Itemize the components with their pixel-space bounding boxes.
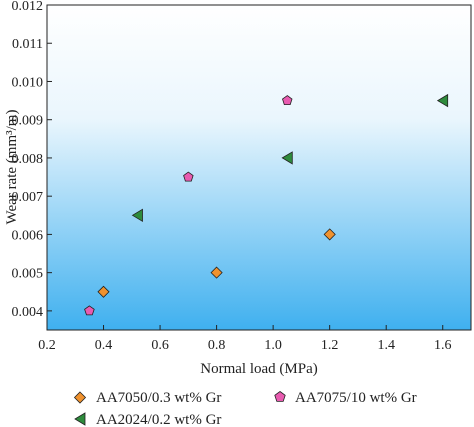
point-triangle-left <box>436 93 449 108</box>
legend-marker-diamond <box>73 391 87 404</box>
y-axis-title: Wear rate (mm³/m) <box>4 110 20 225</box>
legend-marker-pentagon <box>274 391 286 402</box>
y-tick-label: 0.007 <box>12 190 44 205</box>
x-tick-label: 1.4 <box>377 338 395 353</box>
x-tick-label: 1.6 <box>434 338 452 353</box>
point-diamond <box>323 228 336 241</box>
legend-label-aa7050: AA7050/0.3 wt% Gr <box>96 390 221 406</box>
y-tick-label: 0.011 <box>12 37 43 52</box>
point-triangle-left <box>281 151 293 165</box>
point-triangle-left <box>131 208 143 223</box>
plot-frame <box>46 4 472 331</box>
y-axis-ticks: 0.004 0.005 0.006 0.007 0.008 0.009 0.010 0.011… <box>12 0 52 320</box>
point-diamond <box>210 266 223 279</box>
legend-item-aa2024: AA2024/0.2 wt% Gr <box>74 412 221 427</box>
data-points <box>84 93 449 316</box>
legend-label-aa7075: AA7075/10 wt% Gr <box>295 390 417 406</box>
plot-background <box>47 5 471 330</box>
y-tick-label: 0.004 <box>12 305 44 320</box>
point-pentagon <box>84 305 95 316</box>
point-pentagon <box>282 95 293 105</box>
x-axis-ticks: 0.2 0.4 0.6 0.8 1.0 1.2 1.4 1.6 <box>38 325 451 353</box>
legend-item-aa7075: AA7075/10 wt% Gr <box>274 390 417 406</box>
x-tick-label: 0.4 <box>95 338 113 353</box>
legend-marker-triangle-left <box>74 412 86 426</box>
legend-label-aa2024: AA2024/0.2 wt% Gr <box>96 412 221 427</box>
y-tick-label: 0.008 <box>12 152 44 167</box>
x-tick-label: 1.0 <box>264 338 282 353</box>
y-tick-label: 0.010 <box>12 75 44 90</box>
point-pentagon <box>183 171 194 182</box>
legend-item-aa7050: AA7050/0.3 wt% Gr <box>73 390 221 406</box>
x-tick-label: 0.6 <box>151 338 169 353</box>
x-axis-title: Normal load (MPa) <box>200 361 317 377</box>
y-tick-label: 0.009 <box>12 114 44 129</box>
y-tick-label: 0.012 <box>12 0 44 14</box>
x-tick-label: 1.2 <box>321 338 339 353</box>
y-tick-label: 0.006 <box>12 228 44 243</box>
point-diamond <box>97 285 110 298</box>
y-tick-label: 0.005 <box>12 267 44 282</box>
x-tick-label: 0.8 <box>208 338 226 353</box>
legend: AA7050/0.3 wt% Gr AA7075/10 wt% Gr AA202… <box>73 390 417 427</box>
x-tick-label: 0.2 <box>38 338 56 353</box>
